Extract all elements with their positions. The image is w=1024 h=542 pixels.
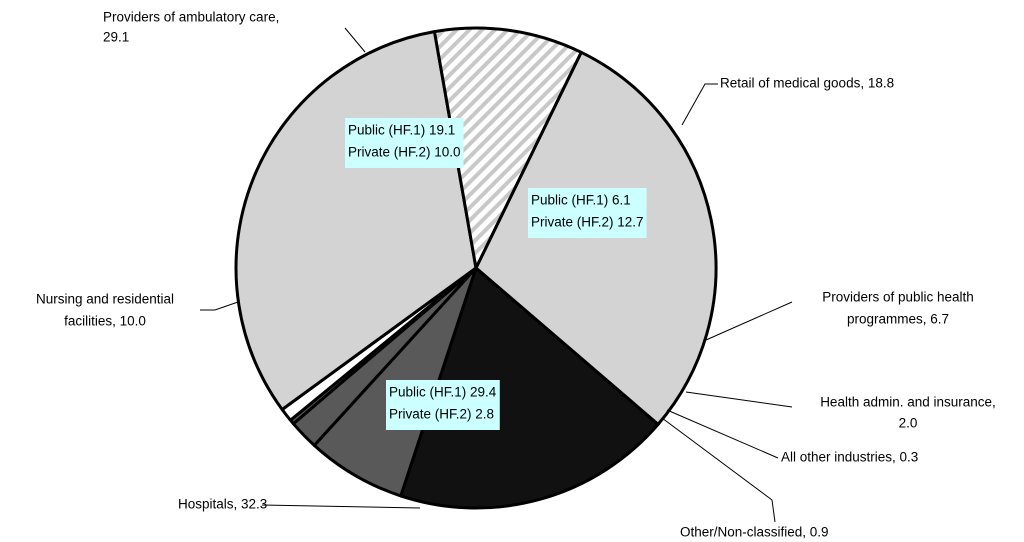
slice-label: Other/Non-classified, 0.9 [680,525,829,540]
pie-slice [432,26,583,270]
annotation-text: Private (HF.2) 12.7 [531,215,644,230]
slice-label: programmes, 6.7 [847,312,949,327]
annotation-text: Private (HF.2) 10.0 [348,145,461,160]
slice-label: Health admin. and insurance, [820,395,996,410]
annotation-text: Public (HF.1) 19.1 [348,123,455,138]
slice-label: All other industries, 0.3 [781,450,918,465]
leader-line [666,409,779,459]
leader-line [200,301,239,311]
slice-label: 29.1 [103,30,129,45]
leader-line [705,301,793,341]
leader-line [661,417,776,523]
slice-label: Hospitals, 32.3 [178,497,267,512]
slice-label: Providers of public health [822,290,974,305]
annotation-box [386,380,500,430]
annotation-text: Public (HF.1) 6.1 [531,193,631,208]
slice-label: 2.0 [899,416,918,431]
pie-slice [399,266,660,510]
leader-line [261,504,421,509]
annotation-text: Private (HF.2) 2.8 [389,407,494,422]
leader-line [685,391,793,408]
annotation-text: Public (HF.1) 29.4 [389,385,497,400]
slice-label: Retail of medical goods, 18.8 [720,76,894,91]
slice-label: facilities, 10.0 [64,314,146,329]
leader-line [344,27,366,53]
slice-label: Providers of ambulatory care, [103,10,279,25]
leader-line [681,83,718,126]
annotation-box [528,188,647,238]
slice-label: Nursing and residential [36,292,174,307]
annotation-box [345,118,464,168]
